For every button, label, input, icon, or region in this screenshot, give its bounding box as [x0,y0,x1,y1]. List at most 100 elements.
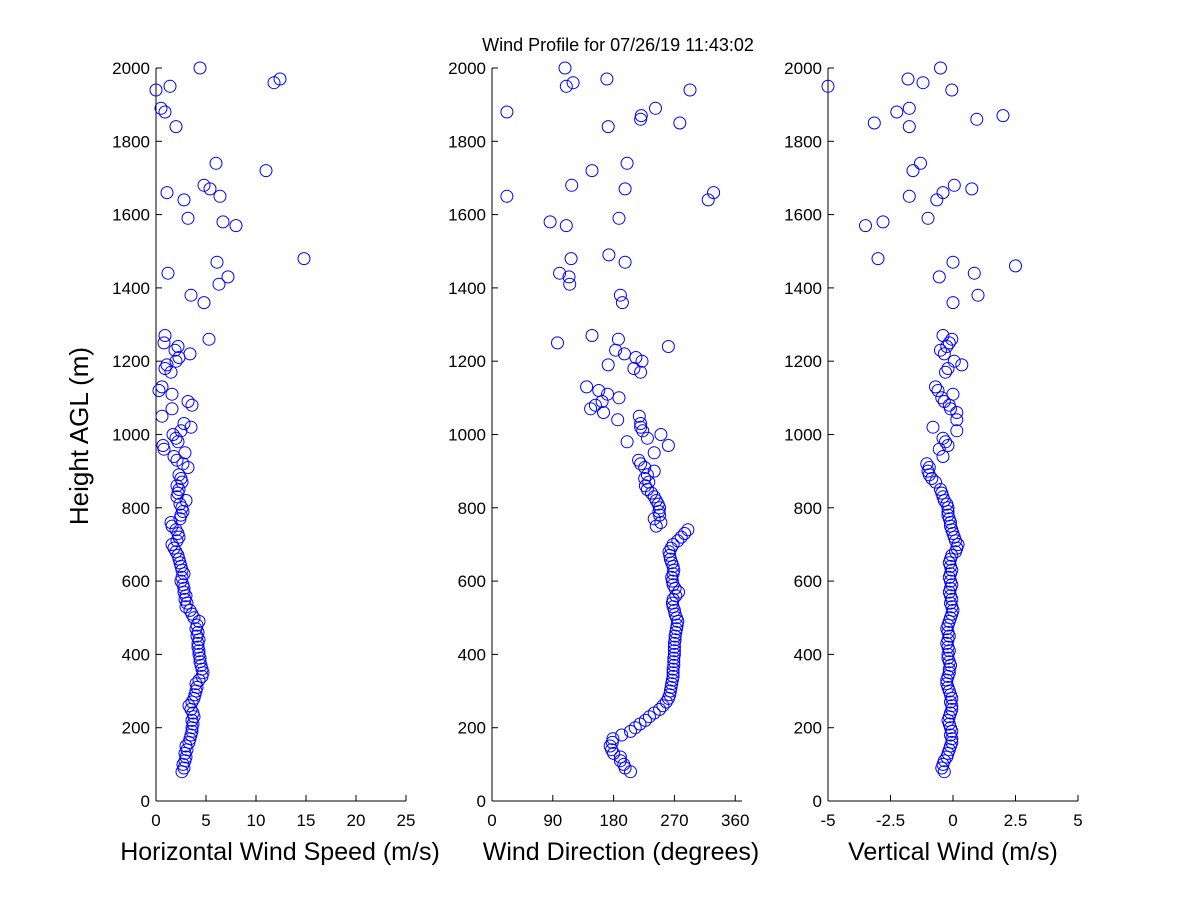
data-point [565,178,579,192]
data-point [553,266,567,280]
data-point [193,61,207,75]
data-point [941,651,955,665]
data-point [946,527,960,540]
data-point [192,647,206,661]
data-point [661,340,675,353]
data-point [209,156,223,170]
data-point [661,439,675,452]
data-point [638,472,652,485]
data-point [916,76,930,90]
data-point [667,655,681,669]
data-point [181,461,195,474]
y-tick-label: 1000 [112,426,150,445]
data-point [945,702,959,716]
data-point [154,101,168,115]
y-tick-label: 1800 [448,132,486,151]
data-point [606,732,620,746]
y-tick-label: 1400 [112,279,150,298]
x-tick-label: 270 [660,811,688,830]
data-point [667,647,681,661]
data-point [171,548,185,562]
y-tick-label: 1200 [112,352,150,371]
data-point [971,288,985,302]
y-tick-label: 1800 [112,132,150,151]
data-point [175,570,189,584]
data-point [944,688,957,702]
data-point [185,713,199,727]
y-tick-label: 1600 [784,206,822,225]
data-point [213,189,227,203]
x-tick-label: -5 [820,811,835,830]
data-point [171,340,185,353]
data-point [931,384,945,397]
y-tick-label: 0 [477,792,486,811]
data-point [602,248,616,262]
data-point [941,439,955,452]
data-point [634,457,648,471]
data-point [500,105,514,119]
data-point [175,501,189,515]
x-tick-label: 90 [543,811,562,830]
data-point [947,354,961,368]
data-point [585,164,599,178]
data-point [259,164,273,178]
data-point [925,472,939,485]
x-tick-label: 20 [347,811,366,830]
data-point [615,728,629,742]
data-point [181,211,195,225]
data-point [165,538,179,551]
wind-direction-axes: 0 200 400 600 800 1000 1200 1400 1600 1800 2000 0 90… [448,59,749,830]
data-point [181,395,195,408]
data-point [934,61,947,75]
data-point [611,413,625,427]
data-point [920,457,934,471]
data-point [668,633,682,647]
data-point [584,402,598,416]
vertical-wind-xlabel: Vertical Wind (m/s) [848,838,1058,866]
data-point [936,490,950,504]
data-point [562,270,576,284]
data-point [618,255,632,269]
data-point [941,508,955,522]
data-point [950,413,964,427]
data-point [937,754,951,768]
y-tick-label: 800 [122,499,150,518]
data-point [585,329,599,342]
data-point [941,625,955,639]
data-point [942,585,956,599]
data-point [871,252,885,266]
y-tick-label: 800 [794,499,822,518]
x-tick-label: 2.5 [1004,811,1028,830]
data-point [906,164,920,178]
horizontal-wind-speed-points [149,61,311,779]
data-point [640,431,654,445]
x-tick-label: 180 [599,811,627,830]
data-point [620,156,634,170]
data-point [821,79,835,93]
data-point [613,754,627,768]
data-point [187,611,201,625]
wind-direction-xlabel: Wind Direction (degrees) [483,838,760,866]
y-tick-label: 1400 [448,279,486,298]
data-point [867,116,881,130]
data-point [185,724,199,738]
data-point [177,193,191,207]
data-point [163,79,177,93]
data-point [936,329,950,342]
data-point [946,255,960,269]
data-point [620,435,634,449]
data-point [921,211,935,225]
horizontal-wind-speed-xlabel: Horizontal Wind Speed (m/s) [120,838,440,866]
data-point [183,603,197,617]
data-point [664,541,678,555]
data-point [647,446,661,460]
x-tick-label: -2.5 [876,811,905,830]
data-point [155,380,169,394]
data-point [970,112,984,126]
data-point [942,743,956,757]
y-tick-label: 2000 [448,59,486,78]
data-point [674,530,688,544]
vertical-wind-points [821,61,1022,779]
data-point [563,277,577,291]
data-point [155,409,169,423]
